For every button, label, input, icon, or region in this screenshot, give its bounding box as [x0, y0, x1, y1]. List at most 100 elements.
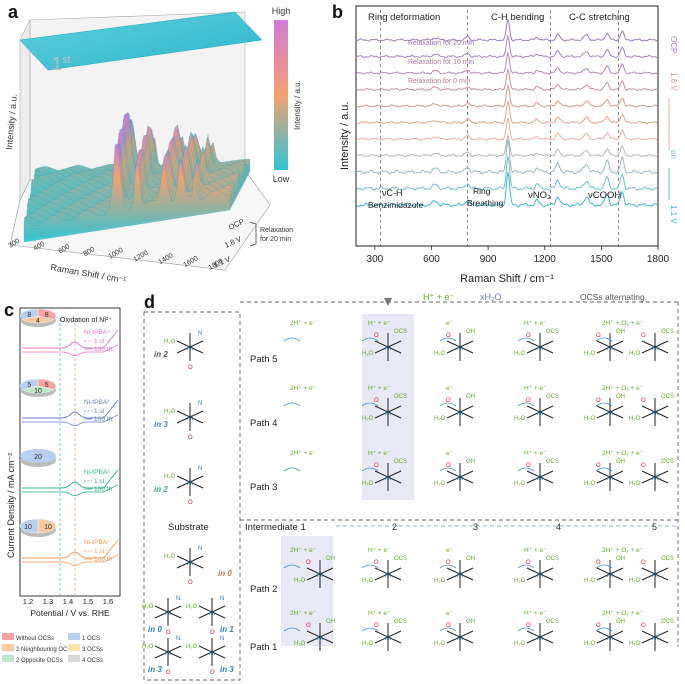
relaxation-bracket [249, 221, 257, 247]
ligand-label: O [641, 560, 646, 566]
ligand-label: OCS [661, 619, 674, 625]
panel-a: a 1st Intensity / a. [0, 0, 330, 290]
ligand-label: OCS [394, 459, 407, 465]
ni-center: Ni [457, 345, 463, 352]
bond [596, 476, 611, 484]
ni-complex: Ni OH H₂O O [434, 329, 475, 361]
step-arrow [439, 627, 457, 632]
bond [526, 405, 541, 413]
section-cc-stretching: C-C stretching [569, 12, 630, 23]
curve-name: Ni-tPBA⁴ [84, 329, 110, 336]
right-on: on [669, 150, 678, 159]
ligand-label: OCS [394, 619, 407, 625]
bond [596, 405, 611, 413]
step-text: 2H⁺ + O₂ + e⁻ [602, 385, 644, 392]
site-label: in 0 [218, 569, 232, 578]
bond [387, 476, 402, 484]
ligand-label: OH [466, 556, 475, 562]
panel-c-label: c [4, 300, 15, 320]
bond [539, 567, 554, 575]
bond [167, 645, 182, 653]
bond [446, 346, 461, 354]
colorbar-high: High [272, 6, 291, 16]
ligand-label: H₂O [142, 644, 154, 650]
bond [387, 630, 402, 638]
ligand-label: OCS [661, 329, 674, 335]
ligand-label: OH [616, 329, 625, 335]
step-text: e⁻ [446, 450, 454, 457]
bond [654, 470, 669, 478]
bond [446, 405, 461, 413]
pie-slice [21, 385, 55, 394]
bond [596, 346, 611, 354]
step-arrow [595, 402, 613, 407]
cv-curve-1st [22, 469, 119, 489]
bond [654, 567, 669, 575]
bond [526, 470, 541, 478]
ligand-label: OCS [394, 556, 407, 562]
ligand-label: OCS [546, 556, 559, 562]
ligand-label: O [166, 670, 171, 676]
pie-value: 5 [27, 382, 31, 389]
ligand-label: N [198, 466, 202, 472]
curve-name: Ni-tPBA³ [84, 399, 110, 406]
step-annotations: 2H⁺ + e⁻ H⁺ + e⁻ e⁻ H⁺ + e⁻ 2H⁺ + O₂ + e⁻2H⁺… [283, 320, 644, 632]
ni-complex: Ni H₂O N O [164, 401, 204, 441]
site-labels: in 2 in 3 in 2 in 0 in 0 in 1 in 3 in 3 [148, 350, 234, 674]
bond [167, 605, 182, 613]
ligand-label: OCS [661, 459, 674, 465]
ligand-label: OH [326, 556, 335, 562]
bond [641, 411, 656, 419]
bond [609, 340, 624, 348]
intermediate-label: Intermediate 1 [245, 522, 306, 533]
cv-curve-100th [22, 484, 119, 497]
spectrum-ridge [23, 143, 231, 243]
bond [609, 636, 624, 644]
curve-name: Ni-tPBA¹ [84, 539, 110, 546]
bond [176, 340, 191, 348]
raman-spectrum [355, 19, 658, 42]
ligand-label: O [210, 670, 215, 676]
raman-spectrum [355, 51, 658, 75]
bond [189, 481, 204, 489]
ligand-label: H₂O [629, 481, 641, 487]
ligand-label: H₂O [434, 578, 446, 584]
relax-0: Relaxation for 0 min [408, 78, 470, 85]
ni-complex: Ni OH H₂O O [434, 394, 475, 426]
bond [306, 573, 321, 581]
right-1-1v: 1.1 V [669, 205, 678, 224]
step-arrow [517, 402, 535, 407]
ni-center: Ni [457, 635, 463, 642]
bond [374, 567, 389, 575]
ni-center: Ni [385, 635, 391, 642]
cycle-label: 1st [52, 54, 71, 74]
ni-complex: Ni OCS H₂O O [362, 556, 407, 588]
step-text: e⁻ [446, 547, 454, 554]
bond [526, 340, 541, 348]
ligand-label: OH [466, 459, 475, 465]
panel-b-raman-plot: Ring deformation C-H bending C-C stretch… [339, 5, 678, 285]
ni-complex: Ni OH H₂O O [434, 556, 475, 588]
ligand-label: O [596, 398, 601, 404]
ocs-alternating: OCSs alternating [580, 292, 645, 302]
ligand-label: N [220, 596, 224, 602]
bond [459, 476, 474, 484]
ligand-label: O [446, 623, 451, 629]
substrate-box [143, 311, 241, 681]
bond [654, 636, 669, 644]
bond [176, 555, 191, 563]
site-label: in 3 [148, 665, 162, 674]
bond [176, 475, 191, 483]
panel-c: c Oxidation of Ni²⁺ Ni-tPBA⁴ 1 st 100 th Ni… [0, 298, 140, 684]
bond [459, 470, 474, 478]
pie-value: 8 [27, 312, 31, 319]
raman-spectrum [355, 133, 658, 158]
ligand-label: O [596, 560, 601, 566]
bond [319, 573, 334, 581]
ni-center: Ni [187, 560, 193, 567]
ligand-label: O [641, 463, 646, 469]
ligand-label: H₂O [164, 554, 176, 560]
ni-center: Ni [317, 635, 323, 642]
x-axis-label: Raman Shift / cm⁻¹ [50, 262, 127, 285]
